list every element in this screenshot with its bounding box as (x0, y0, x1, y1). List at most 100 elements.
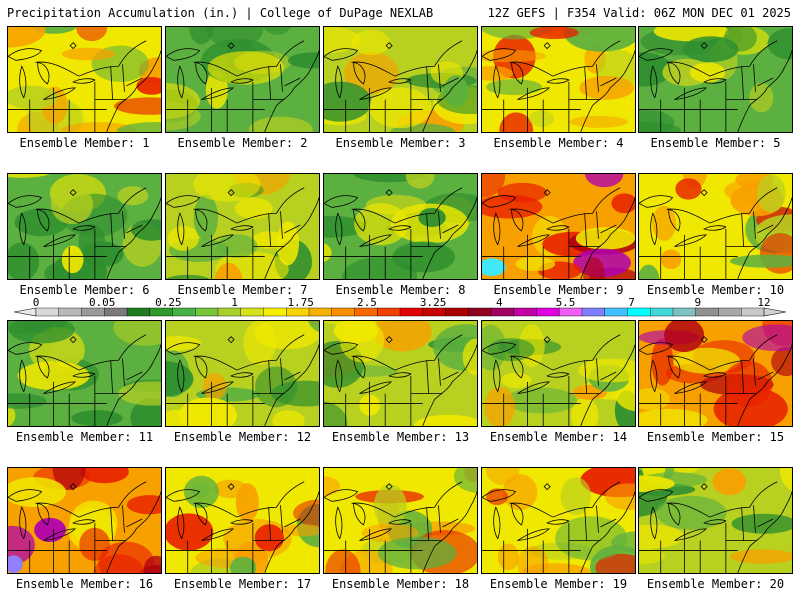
location-marker-icon (227, 189, 235, 197)
precipitation-colorbar: 0 0.05 0.25 1 1.75 2.5 3.25 4 5.5 7 9 12 (13, 297, 787, 317)
colorbar-tick-label: 7 (628, 297, 635, 309)
precipitation-map (166, 321, 319, 426)
colorbar-swatch (126, 307, 151, 317)
ensemble-member-caption: Ensemble Member: 7 (177, 283, 308, 297)
ensemble-member-caption: Ensemble Member: 13 (331, 430, 470, 444)
colorbar-swatch (490, 307, 515, 317)
colorbar-swatch (331, 307, 355, 317)
precipitation-map (482, 27, 635, 132)
location-marker-icon (700, 336, 708, 344)
geographic-outlines (482, 40, 635, 132)
ensemble-member-caption: Ensemble Member: 15 (646, 430, 785, 444)
location-marker-icon (543, 42, 551, 50)
ensemble-member-caption: Ensemble Member: 17 (173, 577, 312, 591)
precipitation-map (8, 321, 161, 426)
geographic-outlines (166, 334, 319, 426)
colorbar-swatch (581, 307, 606, 317)
ensemble-member-panel (165, 26, 320, 133)
colorbar-swatch (104, 307, 128, 317)
geographic-outlines (324, 334, 477, 426)
colorbar-swatch (354, 307, 378, 317)
colorbar-tick-label: 3.25 (420, 297, 447, 309)
location-marker-icon (543, 336, 551, 344)
ensemble-member-caption: Ensemble Member: 18 (331, 577, 470, 591)
ensemble-member-caption: Ensemble Member: 14 (489, 430, 628, 444)
location-marker-icon (700, 189, 708, 197)
precipitation-map (639, 468, 792, 573)
ensemble-member-caption: Ensemble Member: 12 (173, 430, 312, 444)
precipitation-map (324, 174, 477, 279)
precipitation-map (639, 174, 792, 279)
colorbar-tick-label: 12 (757, 297, 770, 309)
colorbar-swatch (81, 307, 105, 317)
colorbar-tick-label: 5.5 (556, 297, 576, 309)
colorbar-tick-label: 2.5 (357, 297, 377, 309)
location-marker-icon (385, 483, 393, 491)
location-marker-icon (69, 483, 77, 491)
location-marker-icon (69, 42, 77, 50)
ensemble-member-caption: Ensemble Member: 5 (650, 136, 781, 150)
ensemble-member-panel (7, 173, 162, 280)
location-marker-icon (700, 483, 708, 491)
precipitation-map (482, 321, 635, 426)
ensemble-member-caption: Ensemble Member: 2 (177, 136, 308, 150)
colorbar-tick-label: 0 (33, 297, 40, 309)
colorbar-swatch (195, 307, 219, 317)
geographic-outlines (639, 187, 792, 279)
colorbar-swatch (172, 307, 196, 317)
geographic-outlines (482, 334, 635, 426)
ensemble-member-panel (481, 467, 636, 574)
colorbar-swatch (468, 307, 492, 317)
colorbar-swatch (513, 307, 537, 317)
colorbar-tick-label: 1.75 (287, 297, 314, 309)
ensemble-member-panel (638, 26, 793, 133)
colorbar-swatch (240, 307, 264, 317)
colorbar-swatch (445, 307, 469, 317)
ensemble-member-caption: Ensemble Member: 16 (15, 577, 154, 591)
geographic-outlines (166, 481, 319, 573)
ensemble-member-caption: Ensemble Member: 20 (646, 577, 785, 591)
geographic-outlines (639, 481, 792, 573)
geographic-outlines (324, 40, 477, 132)
ensemble-member-panel (7, 320, 162, 427)
colorbar-swatch (741, 307, 765, 317)
ensemble-member-panel (7, 26, 162, 133)
geographic-outlines (8, 481, 161, 573)
precipitation-map (639, 27, 792, 132)
ensemble-member-panel (323, 467, 478, 574)
geographic-outlines (324, 481, 477, 573)
colorbar-tick-label: 0.05 (89, 297, 116, 309)
location-marker-icon (227, 483, 235, 491)
colorbar-swatch (217, 307, 242, 317)
ensemble-member-panel (7, 467, 162, 574)
chart-title: Precipitation Accumulation (in.) | Colle… (7, 6, 434, 20)
location-marker-icon (227, 336, 235, 344)
precipitation-map (324, 468, 477, 573)
precipitation-map (639, 321, 792, 426)
ensemble-member-caption: Ensemble Member: 6 (19, 283, 150, 297)
precipitation-map (482, 468, 635, 573)
colorbar-swatch (263, 307, 287, 317)
ensemble-member-caption: Ensemble Member: 9 (493, 283, 624, 297)
colorbar-swatch (399, 307, 424, 317)
colorbar-tick-label: 1 (231, 297, 238, 309)
colorbar-swatch (422, 307, 446, 317)
precipitation-map (8, 468, 161, 573)
ensemble-member-panel (481, 26, 636, 133)
location-marker-icon (385, 189, 393, 197)
ensemble-member-panel (481, 320, 636, 427)
location-marker-icon (700, 42, 708, 50)
colorbar-swatch (672, 307, 697, 317)
ensemble-member-panel (638, 467, 793, 574)
colorbar-tick-label: 0.25 (155, 297, 182, 309)
ensemble-member-panel (323, 173, 478, 280)
geographic-outlines (8, 334, 161, 426)
location-marker-icon (543, 483, 551, 491)
ensemble-member-panel (481, 173, 636, 280)
colorbar-swatch (149, 307, 173, 317)
ensemble-member-panel (165, 173, 320, 280)
geographic-outlines (8, 40, 161, 132)
precipitation-map (166, 174, 319, 279)
precipitation-map (324, 321, 477, 426)
geographic-outlines (639, 334, 792, 426)
